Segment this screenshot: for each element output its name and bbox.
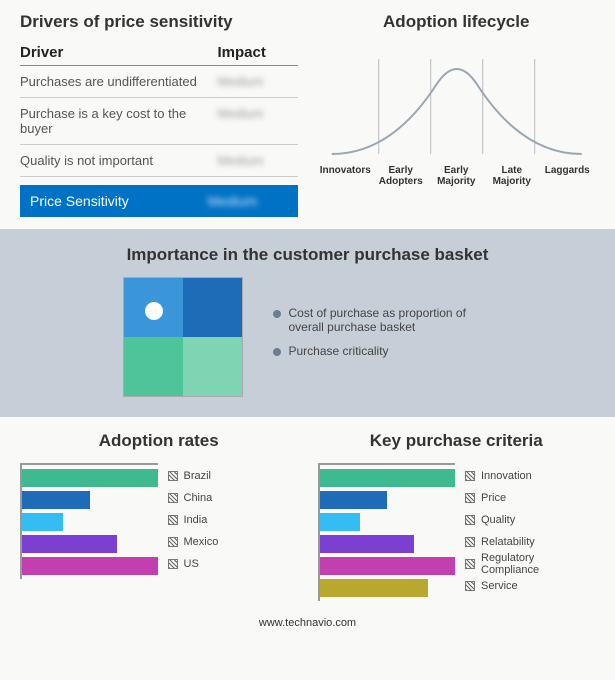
purchase-criteria-panel: Key purchase criteria Innovation Price Qua…	[318, 431, 596, 601]
swatch-icon	[168, 515, 178, 525]
lifecycle-title: Adoption lifecycle	[318, 12, 596, 32]
ps-row: Purchase is a key cost to the buyerMediu…	[20, 98, 298, 145]
legend-label: Mexico	[184, 536, 219, 548]
importance-panel: Importance in the customer purchase bask…	[0, 229, 615, 417]
purchase-criteria-chart	[318, 463, 456, 601]
ps-impact: Medium	[218, 106, 298, 136]
legend-label: US	[184, 558, 199, 570]
legend-item: Relatability	[465, 533, 595, 551]
adoption-rates-chart	[20, 463, 158, 579]
legend-label: India	[184, 514, 208, 526]
bullet-icon	[273, 348, 281, 356]
swatch-icon	[465, 559, 475, 569]
importance-legend-item: Cost of purchase as proportion of overal…	[273, 306, 493, 334]
legend-item: US	[168, 555, 298, 573]
ps-summary-value: Medium	[208, 193, 288, 209]
swatch-icon	[168, 559, 178, 569]
footer-url: www.technavio.com	[0, 609, 615, 641]
importance-title: Importance in the customer purchase bask…	[20, 245, 595, 265]
ps-header-impact: Impact	[218, 44, 298, 61]
legend-label: Price	[481, 492, 506, 504]
lifecycle-label: Innovators	[318, 165, 374, 187]
bar	[320, 557, 456, 575]
importance-legend-text: Purchase criticality	[289, 344, 389, 358]
adoption-rates-title: Adoption rates	[20, 431, 298, 451]
lifecycle-panel: Adoption lifecycle InnovatorsEarlyAdopte…	[318, 12, 596, 217]
ps-row: Quality is not importantMedium	[20, 145, 298, 177]
lifecycle-label: EarlyMajority	[429, 165, 485, 187]
bar	[22, 491, 90, 509]
ps-header-driver: Driver	[20, 44, 218, 61]
legend-item: Price	[465, 489, 595, 507]
price-sensitivity-panel: Drivers of price sensitivity Driver Impa…	[20, 12, 298, 217]
bar	[22, 535, 117, 553]
lifecycle-label: LateMajority	[484, 165, 540, 187]
lifecycle-labels: InnovatorsEarlyAdoptersEarlyMajorityLate…	[318, 165, 596, 187]
purchase-criteria-legend: Innovation Price Quality Relatability Regula…	[465, 463, 595, 601]
lifecycle-label: Laggards	[540, 165, 596, 187]
legend-item: Regulatory Compliance	[465, 555, 595, 573]
legend-item: India	[168, 511, 298, 529]
purchase-criteria-title: Key purchase criteria	[318, 431, 596, 451]
bar	[22, 513, 63, 531]
ps-driver: Quality is not important	[20, 153, 218, 168]
importance-quad	[123, 277, 243, 397]
legend-label: Brazil	[184, 470, 212, 482]
importance-legend-item: Purchase criticality	[273, 344, 493, 358]
swatch-icon	[465, 515, 475, 525]
swatch-icon	[465, 581, 475, 591]
ps-driver: Purchase is a key cost to the buyer	[20, 106, 218, 136]
legend-item: Mexico	[168, 533, 298, 551]
swatch-icon	[168, 471, 178, 481]
legend-item: Brazil	[168, 467, 298, 485]
legend-label: Innovation	[481, 470, 532, 482]
ps-impact: Medium	[218, 153, 298, 168]
ps-impact: Medium	[218, 74, 298, 89]
swatch-icon	[168, 493, 178, 503]
legend-label: Service	[481, 580, 518, 592]
price-sensitivity-title: Drivers of price sensitivity	[20, 12, 298, 32]
swatch-icon	[168, 537, 178, 547]
swatch-icon	[465, 471, 475, 481]
bar	[320, 513, 361, 531]
bar	[320, 469, 456, 487]
legend-item: Innovation	[465, 467, 595, 485]
bar	[320, 579, 428, 597]
price-sensitivity-summary: Price Sensitivity Medium	[20, 185, 298, 217]
importance-dot	[145, 302, 163, 320]
legend-label: Quality	[481, 514, 515, 526]
lifecycle-curve	[318, 44, 596, 164]
legend-item: Quality	[465, 511, 595, 529]
swatch-icon	[465, 537, 475, 547]
bar	[22, 469, 158, 487]
ps-driver: Purchases are undifferentiated	[20, 74, 218, 89]
importance-legend-text: Cost of purchase as proportion of overal…	[289, 306, 493, 334]
bar	[320, 491, 388, 509]
importance-legend: Cost of purchase as proportion of overal…	[273, 306, 493, 368]
bar	[22, 557, 158, 575]
legend-item: China	[168, 489, 298, 507]
bar	[320, 535, 415, 553]
ps-row: Purchases are undifferentiatedMedium	[20, 66, 298, 98]
swatch-icon	[465, 493, 475, 503]
legend-label: China	[184, 492, 213, 504]
legend-item: Service	[465, 577, 595, 595]
bullet-icon	[273, 310, 281, 318]
legend-label: Relatability	[481, 536, 535, 548]
ps-summary-label: Price Sensitivity	[30, 193, 208, 209]
price-sensitivity-table: Driver Impact Purchases are undifferenti…	[20, 44, 298, 217]
lifecycle-label: EarlyAdopters	[373, 165, 429, 187]
adoption-rates-legend: Brazil China India Mexico US	[168, 463, 298, 579]
legend-label: Regulatory Compliance	[481, 552, 595, 576]
adoption-rates-panel: Adoption rates Brazil China India Mexico US	[20, 431, 298, 601]
